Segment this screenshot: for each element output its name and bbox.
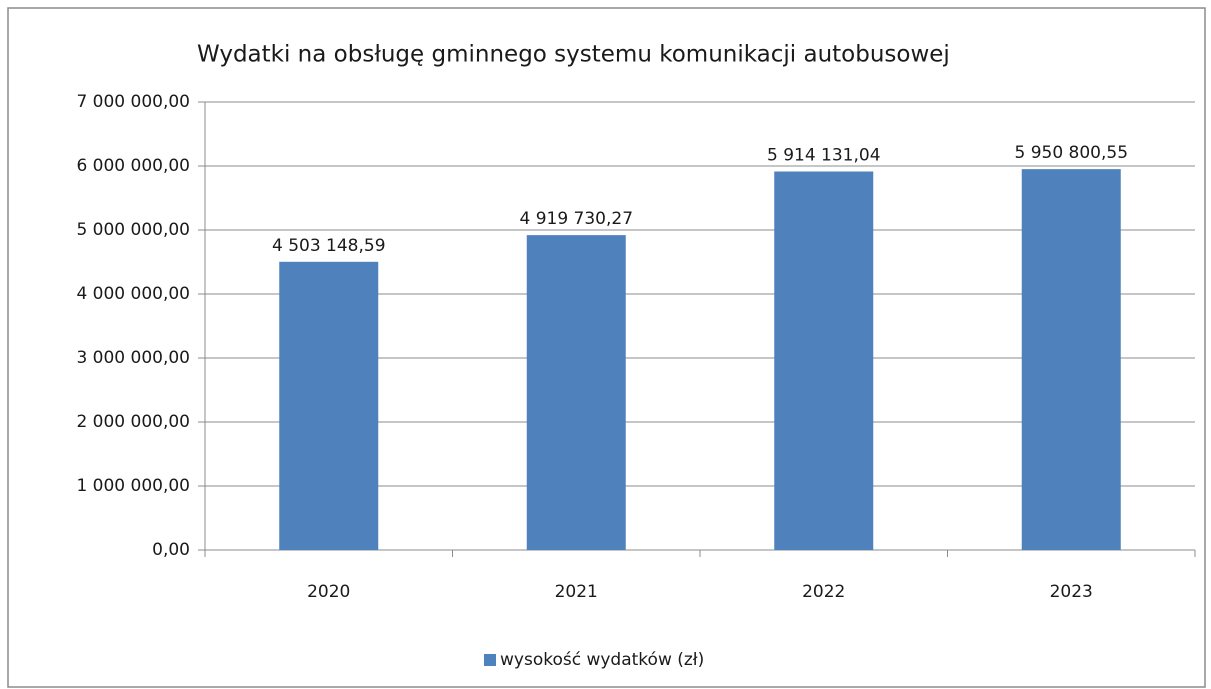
data-label: 5 950 800,55 — [1014, 143, 1128, 163]
bar — [526, 235, 626, 550]
data-label: 4 919 730,27 — [519, 209, 633, 229]
bar — [279, 261, 379, 550]
y-tick-label: 5 000 000,00 — [76, 220, 190, 240]
x-tick-label: 2021 — [555, 582, 598, 602]
x-tick-label: 2020 — [307, 582, 350, 602]
legend-swatch — [484, 654, 496, 666]
legend-label: wysokość wydatków (zł) — [500, 650, 704, 670]
x-tick-label: 2023 — [1050, 582, 1093, 602]
bar — [1021, 169, 1121, 551]
data-label: 5 914 131,04 — [767, 145, 881, 165]
y-tick-label: 4 000 000,00 — [76, 284, 190, 304]
x-tick-label: 2022 — [802, 582, 845, 602]
y-tick-label: 0,00 — [152, 540, 190, 560]
y-tick-label: 2 000 000,00 — [76, 412, 190, 432]
chart-title: Wydatki na obsługę gminnego systemu komu… — [197, 42, 950, 68]
bar — [774, 171, 874, 551]
y-tick-label: 3 000 000,00 — [76, 348, 190, 368]
y-tick-label: 7 000 000,00 — [76, 92, 190, 112]
y-tick-label: 1 000 000,00 — [76, 476, 190, 496]
data-label: 4 503 148,59 — [272, 236, 386, 256]
y-tick-label: 6 000 000,00 — [76, 156, 190, 176]
